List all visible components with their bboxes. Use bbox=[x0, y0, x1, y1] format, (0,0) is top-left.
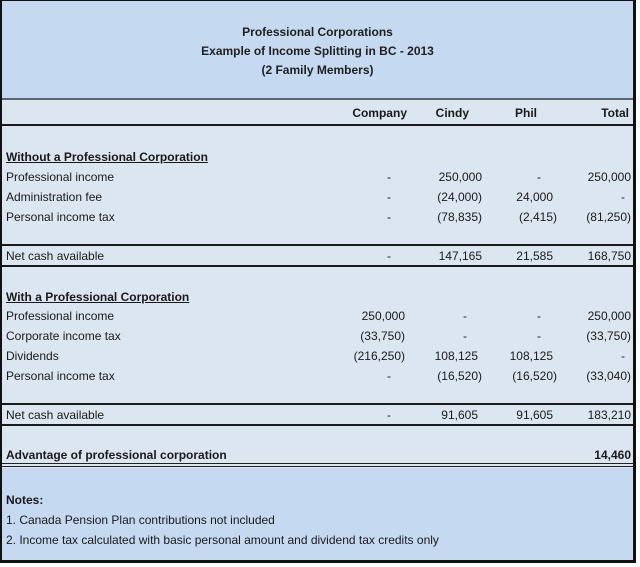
note-item: 1. Canada Pension Plan contributions not… bbox=[6, 513, 275, 527]
cell-phil: - bbox=[537, 309, 541, 323]
advantage-label: Advantage of professional corporation bbox=[6, 448, 227, 462]
row-label: Net cash available bbox=[6, 408, 105, 422]
cell-cindy: (78,835) bbox=[437, 210, 482, 224]
notes-section: Notes: 1. Canada Pension Plan contributi… bbox=[2, 468, 633, 560]
cell-cindy: (16,520) bbox=[437, 369, 482, 383]
advantage-total: 14,460 bbox=[594, 448, 631, 462]
cell-company: 250,000 bbox=[361, 309, 405, 323]
section-heading-with: With a Professional Corporation bbox=[6, 290, 190, 304]
column-header-row: Company Cindy Phil Total bbox=[2, 100, 633, 126]
row-label: Professional income bbox=[6, 170, 115, 184]
row-label: Personal income tax bbox=[6, 369, 115, 383]
title-band: Professional Corporations Example of Inc… bbox=[2, 1, 633, 100]
cell-company: - bbox=[387, 369, 391, 383]
cell-phil: (16,520) bbox=[512, 369, 557, 383]
divider bbox=[2, 265, 633, 267]
cell-company: - bbox=[387, 408, 391, 422]
cell-total: 168,750 bbox=[587, 249, 631, 263]
row-label: Net cash available bbox=[6, 249, 105, 263]
cell-phil: 21,585 bbox=[516, 249, 553, 263]
cell-total: - bbox=[621, 349, 625, 363]
note-item: 2. Income tax calculated with basic pers… bbox=[6, 533, 439, 547]
cell-company: (216,250) bbox=[353, 349, 405, 363]
column-header-cindy: Cindy bbox=[435, 106, 469, 120]
cell-total: - bbox=[621, 190, 625, 204]
cell-company: - bbox=[387, 170, 391, 184]
cell-phil: 91,605 bbox=[516, 408, 553, 422]
section-heading-without: Without a Professional Corporation bbox=[6, 150, 208, 164]
double-divider-top bbox=[2, 463, 633, 464]
title-line-1: Professional Corporations bbox=[242, 25, 393, 39]
cell-total: 183,210 bbox=[587, 408, 631, 422]
row-label: Dividends bbox=[6, 349, 59, 363]
cell-company: - bbox=[387, 190, 391, 204]
cell-phil: (2,415) bbox=[518, 210, 557, 224]
cell-total: (33,040) bbox=[586, 369, 631, 383]
cell-cindy: (24,000) bbox=[437, 190, 482, 204]
column-header-company: Company bbox=[352, 106, 407, 120]
column-header-phil: Phil bbox=[514, 106, 537, 120]
cell-total: (81,250) bbox=[586, 210, 631, 224]
divider bbox=[2, 424, 633, 426]
row-label: Corporate income tax bbox=[6, 329, 121, 343]
double-divider-bottom bbox=[2, 466, 633, 467]
cell-cindy: 250,000 bbox=[438, 170, 482, 184]
cell-cindy: 91,605 bbox=[441, 408, 478, 422]
divider bbox=[2, 403, 633, 405]
cell-company: - bbox=[387, 210, 391, 224]
cell-total: 250,000 bbox=[587, 309, 631, 323]
column-header-total: Total bbox=[601, 106, 629, 120]
divider bbox=[2, 244, 633, 246]
cell-cindy: 147,165 bbox=[438, 249, 482, 263]
cell-cindy: - bbox=[463, 309, 467, 323]
cell-phil: 108,125 bbox=[509, 349, 553, 363]
row-label: Personal income tax bbox=[6, 210, 115, 224]
title-line-2: Example of Income Splitting in BC - 2013 bbox=[201, 44, 434, 58]
cell-phil: - bbox=[537, 329, 541, 343]
title-line-3: (2 Family Members) bbox=[261, 63, 374, 77]
cell-total: (33,750) bbox=[586, 329, 631, 343]
row-label: Professional income bbox=[6, 309, 115, 323]
cell-phil: 24,000 bbox=[516, 190, 553, 204]
cell-company: (33,750) bbox=[360, 329, 405, 343]
cell-total: 250,000 bbox=[587, 170, 631, 184]
notes-heading: Notes: bbox=[6, 493, 44, 507]
cell-cindy: - bbox=[463, 329, 467, 343]
cell-phil: - bbox=[537, 170, 541, 184]
cell-company: - bbox=[387, 249, 391, 263]
cell-cindy: 108,125 bbox=[434, 349, 478, 363]
row-label: Administration fee bbox=[6, 190, 103, 204]
